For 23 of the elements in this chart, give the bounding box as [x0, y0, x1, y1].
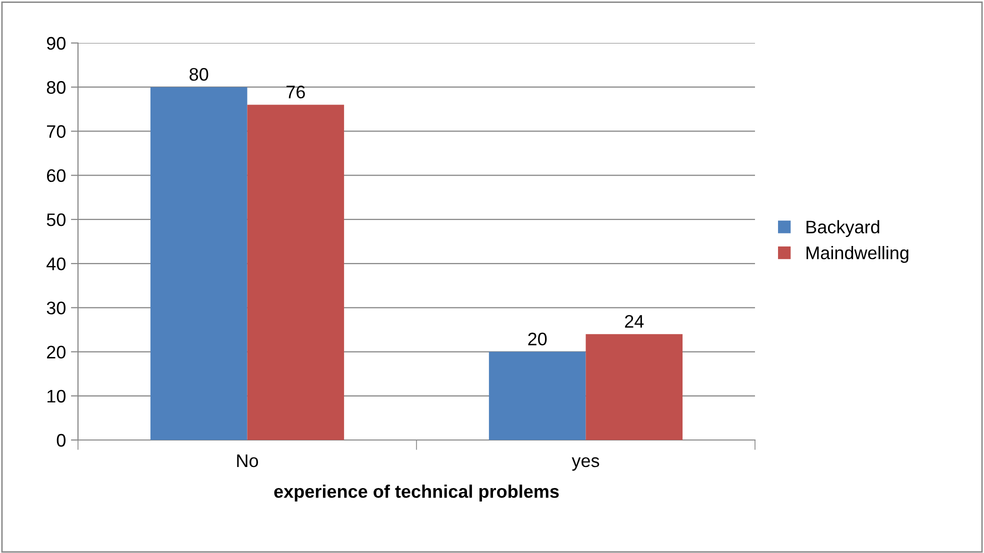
y-tick-label: 80 — [46, 81, 66, 94]
legend-label: Backyard — [806, 220, 880, 237]
y-tick-label: 50 — [46, 213, 66, 226]
x-axis-title: experience of technical problems — [274, 484, 559, 502]
bar — [586, 334, 683, 440]
y-tick-label: 0 — [56, 434, 66, 447]
y-tick-label: 10 — [47, 390, 66, 403]
data-label: 20 — [528, 332, 547, 346]
x-tick-label: No — [237, 454, 258, 468]
bar — [150, 87, 248, 440]
y-tick-label: 20 — [47, 346, 66, 358]
data-label: 80 — [190, 68, 208, 81]
y-tick-label: 90 — [46, 36, 66, 50]
x-tick-label: yes — [572, 457, 600, 471]
data-label: 24 — [625, 315, 644, 328]
y-tick-label: 30 — [46, 302, 66, 314]
legend-label: Maindwelling — [806, 246, 908, 263]
y-tick-label: 40 — [46, 257, 66, 270]
bar — [488, 352, 586, 440]
y-tick-label: 70 — [47, 125, 66, 138]
y-tick-label: 60 — [47, 169, 66, 182]
bar — [247, 104, 344, 440]
data-label: 76 — [286, 86, 305, 98]
